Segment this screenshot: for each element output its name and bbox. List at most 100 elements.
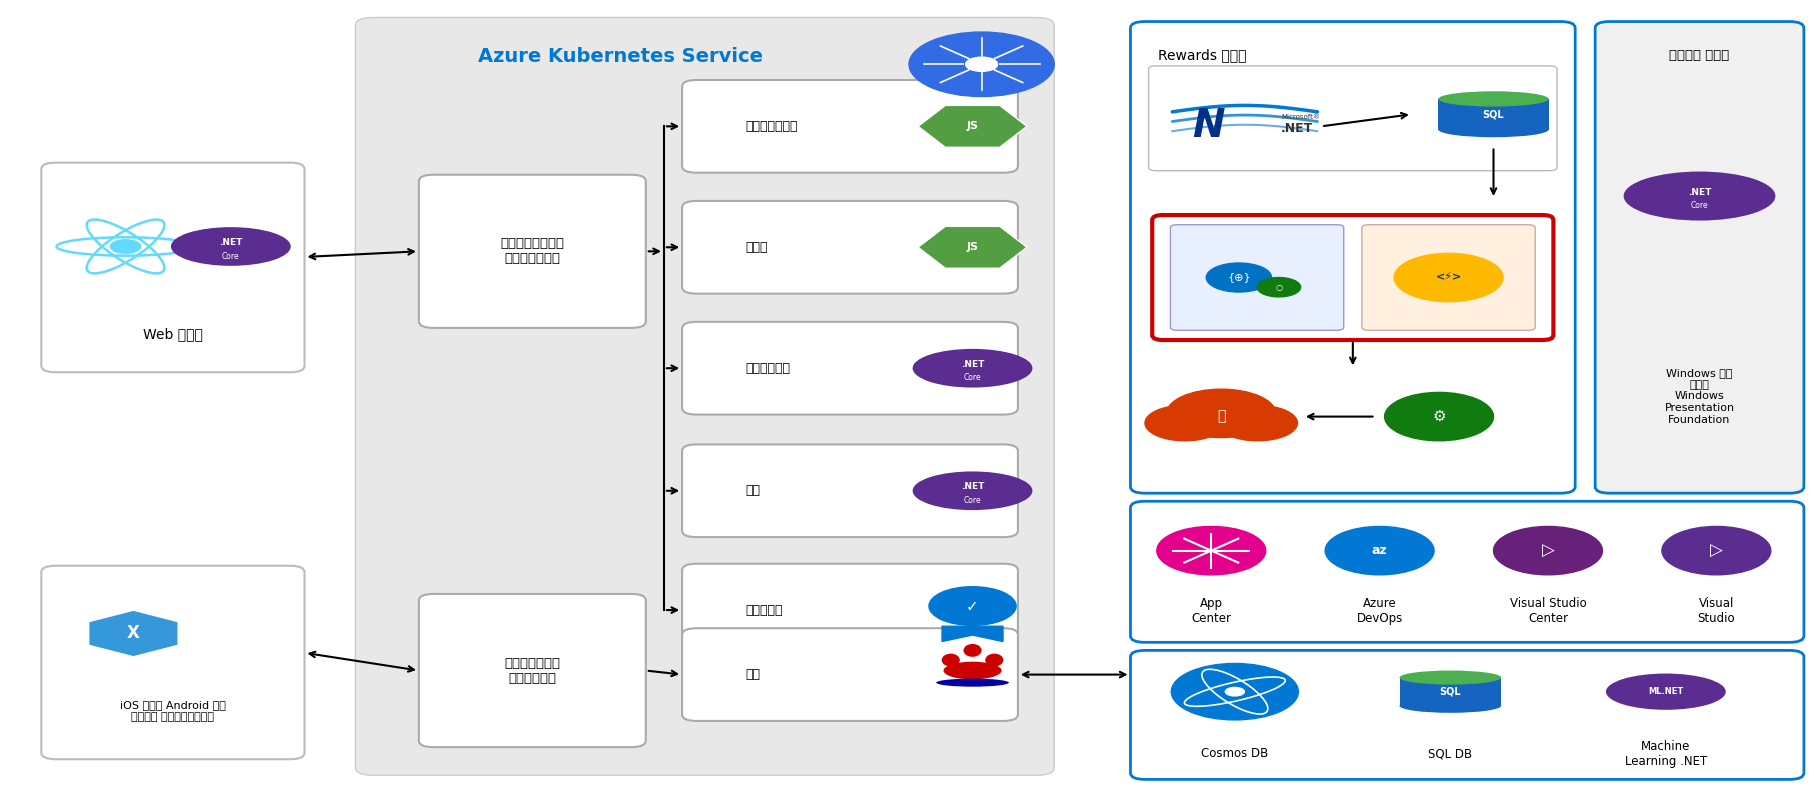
Text: Azure Kubernetes Service: Azure Kubernetes Service [478,47,764,66]
FancyBboxPatch shape [1362,225,1534,330]
Circle shape [1145,405,1225,441]
Text: Windows フォ
ームと
Windows
Presentation
Foundation: Windows フォ ームと Windows Presentation Foun… [1665,368,1734,425]
Circle shape [1156,527,1265,575]
Text: az: az [1373,544,1387,557]
Text: ○: ○ [1274,282,1282,292]
Text: Core: Core [1691,201,1709,210]
Ellipse shape [964,644,982,657]
Text: N: N [1193,108,1225,146]
Text: フロントエンド
用のモバイル: フロントエンド 用のモバイル [504,657,560,684]
Text: Visual Studio
Center: Visual Studio Center [1509,597,1587,625]
Text: Core: Core [964,496,982,505]
Text: iOS および Android クラ
イアント アプリケーション: iOS および Android クラ イアント アプリケーション [120,700,225,722]
FancyBboxPatch shape [1594,22,1803,493]
FancyBboxPatch shape [1131,650,1803,779]
Text: フロントエンド用
のバックエンド: フロントエンド用 のバックエンド [500,237,564,265]
Circle shape [1325,527,1434,575]
Text: <⚡>: <⚡> [1436,273,1462,282]
Text: ✓: ✓ [965,599,978,613]
Text: ML.NET: ML.NET [1649,687,1683,697]
Text: Microsoft®: Microsoft® [1282,114,1320,120]
Text: Web サイト: Web サイト [144,328,204,341]
Ellipse shape [1438,91,1549,107]
Text: JS: JS [967,121,978,131]
Circle shape [1171,663,1298,720]
Text: ▷: ▷ [1542,542,1554,560]
Text: 製品: 製品 [745,485,760,498]
Text: .NET: .NET [962,360,984,369]
Text: Core: Core [222,252,240,260]
Text: .NET: .NET [1687,188,1711,197]
FancyBboxPatch shape [682,444,1018,537]
Text: SQL DB: SQL DB [1429,747,1473,760]
FancyBboxPatch shape [682,564,1018,656]
Polygon shape [942,626,1004,642]
Text: 在庫: 在庫 [745,668,760,681]
Text: Cosmos DB: Cosmos DB [1202,747,1269,760]
Circle shape [111,239,140,253]
FancyBboxPatch shape [355,18,1054,775]
FancyBboxPatch shape [682,629,1018,721]
Text: カート: カート [745,241,769,254]
Text: Rewards アプリ: Rewards アプリ [1158,49,1245,62]
Circle shape [929,587,1016,625]
Circle shape [1218,405,1298,441]
Circle shape [965,57,998,71]
Circle shape [1205,263,1271,292]
Text: Azure
DevOps: Azure DevOps [1356,597,1403,625]
FancyBboxPatch shape [42,565,305,759]
Ellipse shape [913,349,1033,388]
Ellipse shape [1438,122,1549,138]
FancyBboxPatch shape [682,201,1018,294]
FancyBboxPatch shape [682,80,1018,172]
FancyBboxPatch shape [1438,99,1549,129]
Text: .NET: .NET [1282,122,1313,135]
Text: {⊕}: {⊕} [1227,273,1251,282]
FancyBboxPatch shape [1171,225,1344,330]
Circle shape [1394,253,1503,302]
Text: SQL: SQL [1440,687,1462,697]
Circle shape [1167,389,1276,438]
Ellipse shape [171,227,291,266]
Ellipse shape [1623,172,1776,221]
Text: .NET: .NET [220,238,242,247]
Text: クーポン アプリ: クーポン アプリ [1669,49,1729,62]
FancyBboxPatch shape [42,163,305,372]
Text: 人気の製品: 人気の製品 [745,604,784,616]
Text: Machine
Learning .NET: Machine Learning .NET [1625,739,1707,768]
FancyBboxPatch shape [1131,22,1574,493]
Ellipse shape [944,662,1002,680]
Ellipse shape [1400,671,1502,684]
Circle shape [1225,688,1244,696]
Circle shape [1494,527,1602,575]
Ellipse shape [936,679,1009,687]
Circle shape [909,32,1054,96]
FancyBboxPatch shape [418,594,645,748]
Ellipse shape [1605,674,1725,709]
FancyBboxPatch shape [418,175,645,328]
Text: SQL: SQL [1483,109,1503,119]
FancyBboxPatch shape [1153,215,1553,340]
Text: ▷: ▷ [1711,542,1723,560]
Text: ⬜: ⬜ [1216,409,1225,424]
FancyBboxPatch shape [682,322,1018,414]
FancyBboxPatch shape [1174,417,1269,433]
FancyBboxPatch shape [1400,678,1502,705]
Text: Core: Core [964,374,982,383]
Text: JS: JS [967,242,978,252]
FancyBboxPatch shape [1131,502,1803,642]
Text: Visual
Studio: Visual Studio [1698,597,1734,625]
Ellipse shape [942,654,960,667]
Text: X: X [127,625,140,642]
Ellipse shape [1400,699,1502,713]
Circle shape [1662,527,1771,575]
Ellipse shape [985,654,1004,667]
Text: 自分のクーポン: 自分のクーポン [745,120,798,133]
Circle shape [1385,392,1494,441]
Text: ⚙: ⚙ [1433,409,1445,424]
Text: App
Center: App Center [1191,597,1231,625]
Ellipse shape [913,472,1033,510]
Text: プロファイル: プロファイル [745,362,791,375]
Circle shape [1256,277,1300,297]
Text: .NET: .NET [962,482,984,491]
